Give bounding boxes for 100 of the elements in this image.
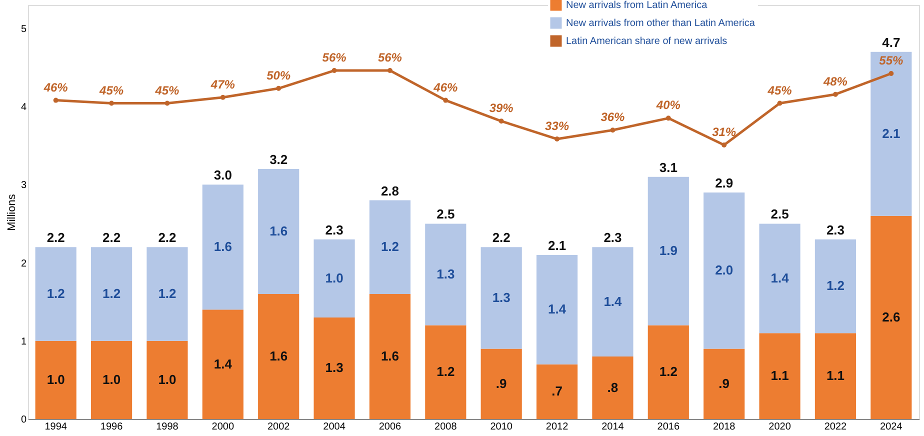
total-label: 2.3	[604, 230, 622, 246]
data-label: 1.3	[492, 290, 510, 305]
total-label: 2.2	[492, 230, 510, 246]
bar	[258, 169, 300, 294]
data-label: 56%	[322, 50, 347, 65]
bar	[314, 239, 355, 318]
total-label: 2.5	[436, 206, 455, 222]
data-label: 45%	[98, 83, 124, 98]
data-label: 46%	[42, 80, 68, 94]
legend-label: New arrivals from other than Latin America	[566, 18, 756, 29]
bar	[369, 294, 411, 419]
data-label: 36%	[600, 110, 626, 124]
bar	[704, 192, 745, 349]
x-tick-label: 2004	[323, 422, 346, 432]
y-tick-label: 3	[20, 180, 27, 192]
total-label: 3.1	[659, 160, 678, 175]
point	[53, 98, 58, 103]
y-tick-label: 0	[20, 414, 27, 426]
data-label: 46%	[432, 80, 458, 94]
bar	[369, 200, 411, 294]
data-label: 1.3	[436, 266, 455, 282]
total-label: 2.8	[380, 183, 400, 198]
total-label: 3.2	[270, 152, 288, 168]
bar	[480, 348, 522, 419]
data-label: 1.4	[770, 270, 790, 286]
x-tick-label: 2006	[378, 422, 402, 432]
bar	[759, 333, 800, 419]
data-label: 1.6	[270, 348, 288, 364]
x-tick-label: 1998	[156, 422, 179, 432]
bar	[480, 247, 522, 349]
data-label: 1.6	[380, 348, 400, 364]
bar	[536, 254, 578, 364]
total-label: 2.5	[770, 206, 789, 222]
total-label: 2.2	[102, 230, 121, 246]
y-tick-label: 2	[20, 258, 27, 270]
point	[498, 118, 504, 124]
data-label: 1.2	[826, 278, 845, 294]
x-tick-label: 2000	[212, 422, 234, 432]
data-label: 2.0	[715, 262, 734, 278]
legend-label: New arrivals from Latin America	[566, 0, 708, 11]
x-tick-label: 1996	[100, 422, 124, 432]
y-tick-label: 4	[20, 102, 27, 114]
data-label: 47%	[210, 77, 236, 92]
x-tick-label: 2018	[712, 422, 736, 432]
data-label: 39%	[489, 101, 514, 116]
x-tick-label: 1994	[44, 422, 68, 432]
data-label: 1.1	[770, 368, 789, 384]
data-label: 2.6	[882, 309, 900, 324]
data-label: .9	[718, 376, 730, 391]
bar	[90, 340, 132, 419]
data-label: 1.0	[102, 372, 121, 387]
bar	[814, 239, 856, 334]
total-label: 2.3	[325, 222, 344, 238]
data-label: 1.4	[548, 302, 567, 317]
bar	[536, 364, 578, 419]
bar	[258, 294, 300, 419]
data-label: 55%	[879, 54, 904, 68]
point	[109, 100, 114, 106]
data-label: 1.6	[214, 239, 232, 254]
data-label: 45%	[154, 83, 180, 98]
data-label: 56%	[378, 50, 402, 65]
bar	[35, 340, 76, 419]
total-label: 2.1	[548, 238, 566, 253]
point	[220, 94, 226, 100]
data-label: 1.2	[380, 239, 400, 254]
data-label: .9	[496, 376, 507, 391]
total-label: 2.2	[158, 230, 176, 246]
bar	[202, 184, 244, 310]
bar	[314, 317, 355, 419]
bar	[592, 247, 634, 357]
point	[666, 116, 671, 121]
x-tick-label: 2002	[267, 422, 290, 432]
bar	[592, 356, 634, 419]
data-label: 1.1	[826, 368, 845, 384]
x-tick-label: 2010	[490, 422, 513, 432]
point	[387, 68, 392, 74]
x-tick-label: 2024	[880, 422, 903, 432]
bar	[90, 247, 132, 341]
data-label: 2.1	[882, 126, 900, 141]
bar	[425, 224, 466, 326]
data-label: 1.0	[325, 270, 344, 286]
bar	[870, 52, 912, 216]
data-label: 1.0	[158, 372, 176, 387]
total-label: 2.2	[46, 230, 65, 246]
bar	[146, 340, 188, 419]
bar	[35, 247, 76, 341]
data-label: 1.2	[102, 286, 121, 302]
x-tick-label: 2014	[602, 422, 624, 432]
data-label: 45%	[766, 83, 792, 98]
data-label: 1.9	[659, 243, 678, 258]
bar	[814, 333, 856, 419]
total-label: 4.7	[882, 34, 900, 50]
legend-label: Latin American share of new arrivals	[566, 36, 728, 47]
y-tick-label: 5	[20, 24, 27, 35]
point	[722, 142, 727, 148]
point	[777, 100, 782, 106]
data-label: 1.4	[214, 356, 233, 372]
bar	[425, 325, 466, 419]
x-tick-label: 2022	[824, 422, 848, 432]
point	[554, 136, 560, 142]
